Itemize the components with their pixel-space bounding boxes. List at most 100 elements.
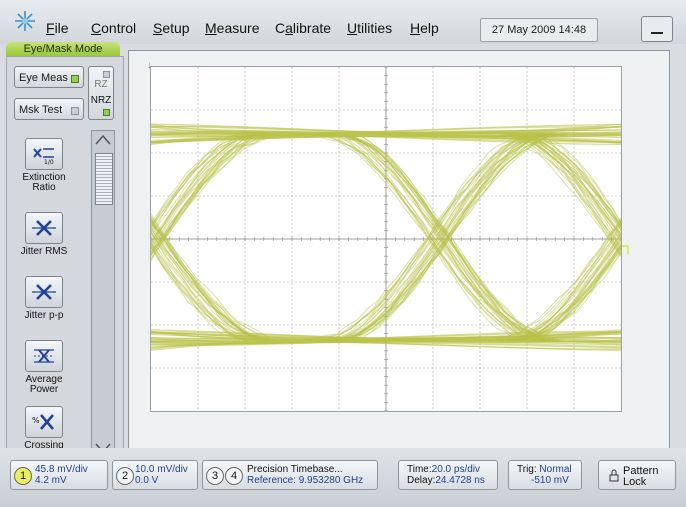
channel1-setup[interactable]: 1 45.8 mV/div 4.2 mV: [10, 460, 108, 490]
eye-transition-trace: [151, 132, 268, 258]
eye-transition-trace: [151, 237, 268, 342]
eye-transition-trace: [313, 135, 545, 343]
eye-transition-trace: [508, 135, 621, 229]
eye-transition-trace: [151, 231, 263, 340]
channel3-number[interactable]: 3: [206, 467, 224, 485]
eye-transition-trace: [332, 133, 563, 340]
eye-transition-trace: [502, 134, 621, 239]
menu-utilities[interactable]: Utilities: [347, 20, 393, 36]
eye-meas-label: Eye Meas: [19, 72, 68, 84]
eye-transition-trace: [151, 246, 256, 342]
eye-diagram-display[interactable]: [150, 66, 622, 412]
eye-trace: [151, 340, 621, 350]
eye-transition-trace: [151, 218, 271, 341]
channel2-setup[interactable]: 2 10.0 mV/div 0.0 V: [112, 460, 198, 490]
msk-test-button[interactable]: Msk Test: [14, 98, 84, 120]
eye-transition-trace: [335, 133, 561, 342]
menu-help[interactable]: Help: [410, 20, 439, 36]
rz-led-icon: [103, 71, 110, 78]
minimize-button[interactable]: [641, 16, 673, 42]
eye-transition-trace: [508, 243, 621, 342]
pattern-lock-button[interactable]: Pattern Lock: [598, 460, 676, 490]
measurement-scrollbar[interactable]: [91, 130, 115, 458]
eye-transition-trace: [512, 235, 621, 341]
eye-transition-trace: [496, 218, 621, 340]
eye-transition-trace: [151, 228, 278, 342]
rz-nrz-toggle[interactable]: RZ NRZ: [88, 66, 114, 120]
extinction-ratio-label: Extinction Ratio: [22, 172, 66, 193]
trigger-setup[interactable]: Trig: Normal -510 mV: [508, 460, 582, 490]
jitter-rms-button[interactable]: Jitter RMS: [12, 212, 76, 257]
crossing-percentage-button[interactable]: % Crossing Percentage: [12, 406, 76, 450]
eye-transition-trace: [151, 231, 260, 341]
minimize-icon: [651, 32, 663, 34]
jitter-pp-button[interactable]: Jitter p-p: [12, 276, 76, 321]
channel4-number[interactable]: 4: [225, 467, 243, 485]
pattern-lock-line1: Pattern: [623, 465, 659, 477]
time-setup[interactable]: Time:20.0 ps/div Delay:24.4728 ns: [398, 460, 498, 490]
menu-calibrate[interactable]: Calibrate: [275, 20, 332, 36]
extinction-ratio-icon: 1/0: [25, 138, 63, 170]
eye-transition-trace: [151, 133, 254, 230]
eye-transition-trace: [151, 131, 262, 244]
channel2-number: 2: [116, 467, 134, 485]
eye-meas-button[interactable]: Eye Meas: [14, 66, 84, 88]
eye-transition-trace: [330, 132, 553, 343]
eye-trace: [151, 331, 621, 340]
menu-control[interactable]: Control: [91, 20, 137, 36]
jitter-rms-label: Jitter RMS: [20, 246, 68, 257]
channel1-scale: 45.8 mV/div: [35, 464, 88, 475]
menu-setup[interactable]: Setup: [153, 20, 190, 36]
eye-transition-trace: [517, 131, 621, 226]
eye-transition-trace: [314, 134, 548, 341]
eye-transition-trace: [151, 132, 276, 263]
eye-transition-trace: [337, 135, 555, 341]
trig-level: -510 mV: [531, 475, 569, 486]
nrz-label: NRZ: [90, 95, 112, 106]
eye-transition-trace: [151, 243, 257, 342]
eye-transition-trace: [526, 133, 621, 225]
eye-transition-trace: [336, 131, 561, 342]
scroll-up-icon[interactable]: [94, 133, 112, 147]
eye-transition-trace: [151, 131, 283, 253]
eye-transition-trace: [151, 133, 275, 249]
eye-transition-trace: [506, 244, 621, 340]
time-value: 20.0 ps/div: [431, 464, 481, 475]
eye-transition-trace: [316, 132, 541, 342]
menu-measure[interactable]: Measure: [205, 20, 260, 36]
eye-transition-trace: [499, 135, 621, 255]
eye-transition-trace: [518, 247, 621, 340]
eye-transition-trace: [334, 133, 566, 340]
average-power-button[interactable]: Average Power: [12, 340, 76, 395]
timebase-setup[interactable]: 3 4 Precision Timebase... Reference: 9.9…: [202, 460, 378, 490]
scroll-thumb[interactable]: [95, 153, 113, 205]
eye-transition-trace: [342, 132, 559, 342]
eye-transition-trace: [329, 133, 567, 343]
eye-trace: [151, 336, 621, 343]
eye-transition-trace: [335, 132, 555, 340]
eye-transition-trace: [333, 133, 542, 343]
eye-transition-trace: [325, 133, 535, 340]
average-power-icon: [25, 340, 63, 372]
eye-transition-trace: [338, 133, 547, 340]
extinction-ratio-button[interactable]: 1/0 Extinction Ratio: [12, 138, 76, 193]
eye-transition-trace: [329, 134, 546, 342]
eye-transition-trace: [325, 132, 540, 343]
eye-transition-trace: [151, 133, 285, 252]
eye-transition-trace: [324, 132, 531, 341]
eye-meas-led-icon: [71, 75, 79, 83]
eye-transition-trace: [513, 132, 621, 230]
eye-transition-trace: [151, 132, 267, 248]
menu-file[interactable]: File: [46, 20, 69, 36]
mode-tab[interactable]: Eye/Mask Mode: [6, 42, 120, 56]
eye-transition-trace: [500, 228, 621, 342]
eye-transition-trace: [488, 222, 621, 343]
eye-transition-trace: [323, 131, 553, 342]
eye-transition-trace: [151, 212, 272, 342]
eye-transition-trace: [151, 242, 263, 342]
eye-transition-trace: [151, 227, 278, 343]
eye-transition-trace: [500, 221, 621, 342]
eye-transition-trace: [151, 220, 281, 342]
timebase-reference: Reference: 9.953280 GHz: [247, 475, 364, 486]
delay-label: Delay:: [407, 475, 436, 486]
